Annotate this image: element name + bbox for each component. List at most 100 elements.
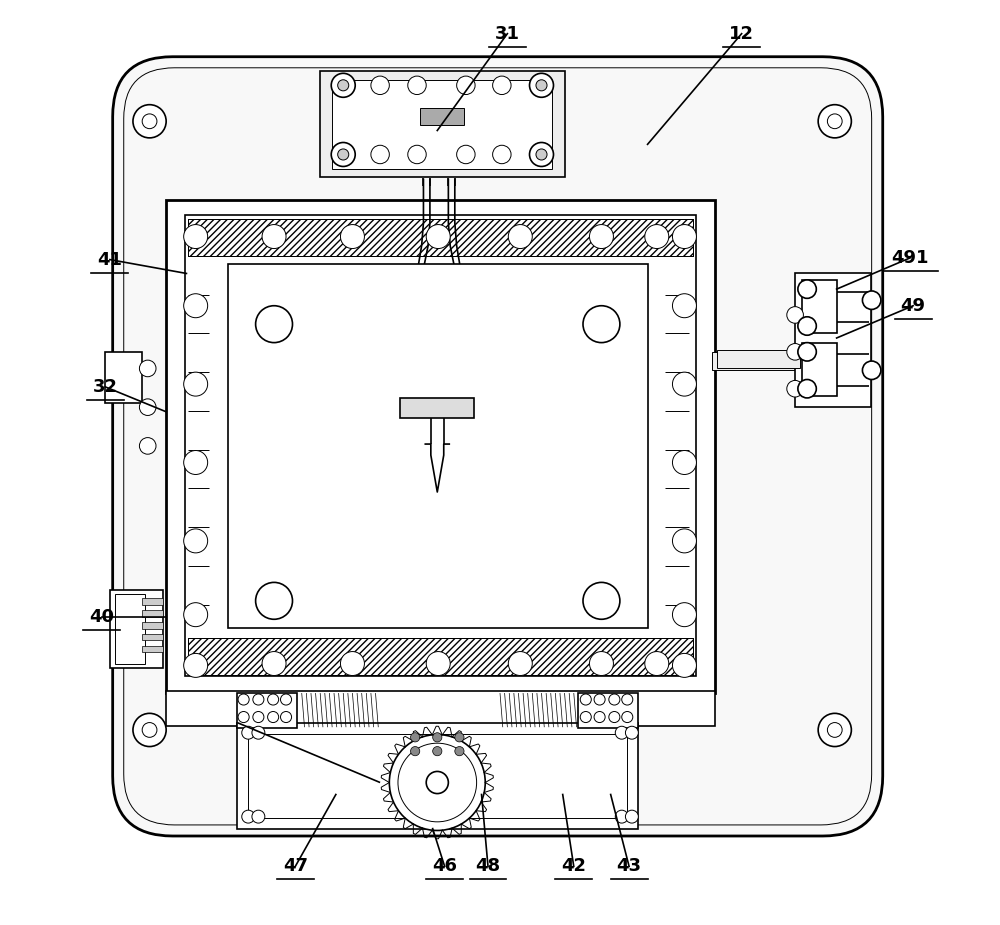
- Circle shape: [862, 361, 881, 379]
- Bar: [185, 216, 696, 676]
- Circle shape: [493, 145, 511, 164]
- Circle shape: [457, 76, 475, 94]
- Circle shape: [622, 711, 633, 722]
- Circle shape: [242, 726, 255, 739]
- Bar: [400, 398, 474, 418]
- Circle shape: [615, 810, 628, 823]
- Bar: [420, 108, 464, 125]
- Circle shape: [622, 694, 633, 705]
- Bar: [578, 693, 638, 728]
- Circle shape: [798, 316, 816, 335]
- Circle shape: [827, 722, 842, 737]
- Bar: [712, 352, 800, 370]
- Bar: [142, 622, 163, 628]
- Circle shape: [398, 743, 477, 821]
- Circle shape: [580, 694, 591, 705]
- Circle shape: [184, 225, 208, 249]
- Bar: [320, 70, 565, 177]
- Circle shape: [256, 583, 292, 619]
- Circle shape: [411, 746, 420, 756]
- Circle shape: [862, 291, 881, 309]
- Circle shape: [455, 746, 464, 756]
- Circle shape: [433, 733, 442, 742]
- Circle shape: [142, 722, 157, 737]
- Circle shape: [672, 372, 696, 396]
- Bar: [188, 219, 693, 256]
- Bar: [142, 610, 163, 616]
- Circle shape: [508, 225, 532, 249]
- Circle shape: [184, 450, 208, 475]
- Circle shape: [338, 80, 349, 91]
- Bar: [795, 274, 871, 407]
- Circle shape: [139, 399, 156, 415]
- Circle shape: [340, 225, 364, 249]
- Bar: [166, 200, 715, 693]
- Circle shape: [798, 379, 816, 398]
- Text: 46: 46: [432, 857, 457, 875]
- Circle shape: [238, 694, 249, 705]
- Bar: [115, 595, 145, 663]
- Circle shape: [645, 651, 669, 675]
- Circle shape: [594, 694, 605, 705]
- Circle shape: [589, 225, 613, 249]
- Circle shape: [253, 694, 264, 705]
- FancyBboxPatch shape: [113, 56, 883, 836]
- Bar: [105, 352, 142, 402]
- Circle shape: [493, 76, 511, 94]
- Circle shape: [389, 734, 485, 831]
- Circle shape: [184, 603, 208, 626]
- Circle shape: [787, 307, 803, 323]
- Bar: [237, 693, 297, 728]
- Text: 41: 41: [97, 251, 122, 268]
- Circle shape: [262, 225, 286, 249]
- Circle shape: [787, 343, 803, 360]
- Bar: [142, 598, 163, 605]
- Text: 12: 12: [729, 25, 754, 43]
- Circle shape: [133, 713, 166, 746]
- Circle shape: [184, 294, 208, 317]
- Bar: [142, 646, 163, 652]
- Circle shape: [625, 810, 638, 823]
- Circle shape: [798, 342, 816, 361]
- Circle shape: [798, 280, 816, 299]
- Circle shape: [253, 711, 264, 722]
- Text: 48: 48: [475, 857, 501, 875]
- Text: 31: 31: [495, 25, 520, 43]
- Circle shape: [645, 225, 669, 249]
- Bar: [717, 350, 800, 368]
- Circle shape: [133, 105, 166, 138]
- Circle shape: [338, 149, 349, 160]
- Text: 47: 47: [283, 857, 308, 875]
- Circle shape: [268, 694, 279, 705]
- Circle shape: [787, 380, 803, 397]
- Bar: [332, 80, 552, 169]
- Text: 32: 32: [93, 378, 118, 396]
- Circle shape: [331, 73, 355, 97]
- Circle shape: [371, 76, 389, 94]
- Circle shape: [457, 145, 475, 164]
- Text: 43: 43: [617, 857, 642, 875]
- Circle shape: [426, 651, 450, 675]
- Circle shape: [426, 771, 448, 794]
- Circle shape: [408, 145, 426, 164]
- Circle shape: [580, 711, 591, 722]
- Circle shape: [331, 142, 355, 166]
- Circle shape: [184, 653, 208, 677]
- Bar: [110, 590, 163, 668]
- Circle shape: [142, 114, 157, 129]
- Bar: [228, 265, 648, 628]
- Bar: [188, 219, 693, 256]
- Text: 42: 42: [561, 857, 586, 875]
- Circle shape: [583, 306, 620, 342]
- Circle shape: [139, 360, 156, 376]
- Circle shape: [408, 76, 426, 94]
- Circle shape: [184, 372, 208, 396]
- Circle shape: [242, 810, 255, 823]
- Circle shape: [268, 711, 279, 722]
- Circle shape: [589, 651, 613, 675]
- Text: 49: 49: [901, 297, 926, 314]
- Circle shape: [609, 694, 620, 705]
- Circle shape: [433, 746, 442, 756]
- Circle shape: [615, 726, 628, 739]
- Bar: [142, 634, 163, 640]
